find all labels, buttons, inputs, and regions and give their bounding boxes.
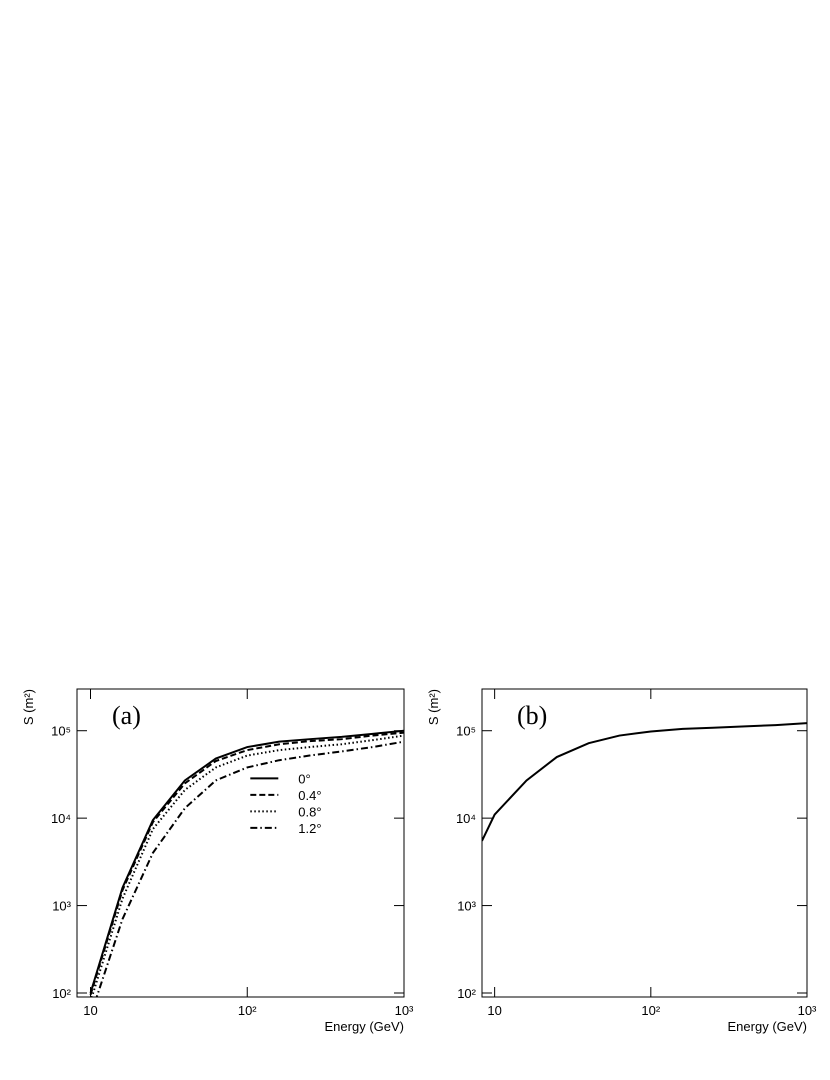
y-tick-label: 10² bbox=[52, 986, 71, 1001]
y-tick-label: 10² bbox=[457, 986, 476, 1001]
x-axis-label: Energy (GeV) bbox=[325, 1019, 404, 1034]
y-tick-label: 10³ bbox=[52, 899, 71, 914]
panel: 10 10² 10³ 10² 10³ 10⁴ 10⁵ Energy (GeV) S (m²) (b… bbox=[426, 688, 817, 1034]
x-tick-label: 10³ bbox=[395, 1003, 414, 1018]
legend-label: 0° bbox=[298, 771, 310, 786]
panel-label: (b) bbox=[517, 701, 547, 730]
plot-frame bbox=[481, 688, 808, 998]
panel-label: (a) bbox=[112, 701, 141, 730]
x-tick-label: 10³ bbox=[798, 1003, 817, 1018]
series-line bbox=[90, 734, 404, 997]
legend-label: 1.2° bbox=[298, 821, 321, 836]
x-tick-label: 10² bbox=[641, 1003, 660, 1018]
x-tick-label: 10² bbox=[238, 1003, 257, 1018]
x-tick-label: 10 bbox=[487, 1003, 501, 1018]
plot-frame bbox=[76, 688, 405, 998]
y-tick-label: 10⁴ bbox=[456, 811, 476, 826]
y-tick-label: 10³ bbox=[457, 899, 476, 914]
plot-area bbox=[89, 729, 404, 997]
series-line bbox=[482, 722, 807, 842]
y-axis-label: S (m²) bbox=[21, 689, 36, 725]
x-tick-label: 10 bbox=[83, 1003, 97, 1018]
panel: 10 10² 10³ 10² 10³ 10⁴ 10⁵ Energy (GeV) S (m²) (a… bbox=[21, 688, 414, 1034]
y-tick-label: 10⁵ bbox=[456, 724, 476, 739]
series-line bbox=[89, 729, 404, 994]
legend-label: 0.8° bbox=[298, 804, 321, 819]
legend-label: 0.4° bbox=[298, 788, 321, 803]
y-axis-label: S (m²) bbox=[426, 689, 441, 725]
y-tick-label: 10⁵ bbox=[51, 724, 71, 739]
series-line bbox=[89, 731, 404, 996]
series-line bbox=[95, 740, 404, 997]
x-axis-label: Energy (GeV) bbox=[728, 1019, 807, 1034]
y-tick-label: 10⁴ bbox=[51, 811, 71, 826]
plot-area bbox=[482, 722, 807, 842]
